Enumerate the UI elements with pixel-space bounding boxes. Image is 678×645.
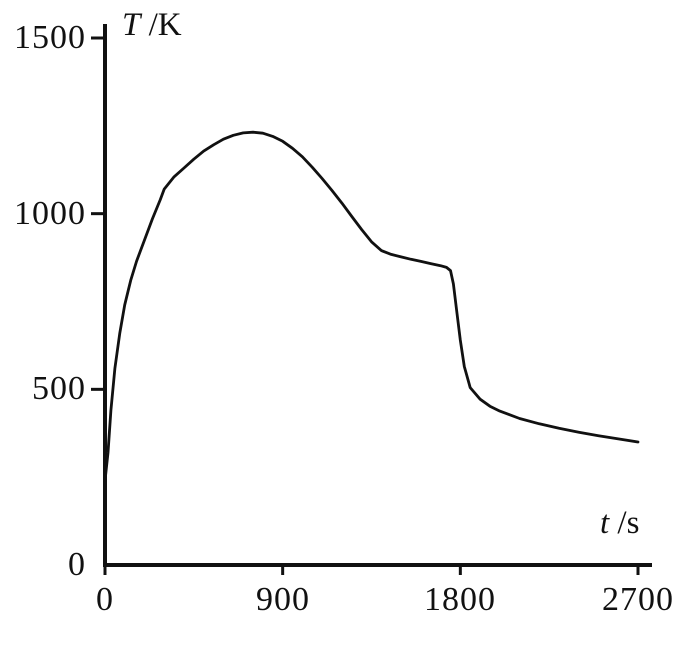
y-tick-label-1000: 1000: [14, 195, 86, 232]
y-tick-label-1500: 1500: [14, 19, 86, 56]
y-axis-unit: /K: [140, 7, 182, 43]
y-tick-label-500: 500: [32, 370, 86, 407]
y-tick-label-0: 0: [68, 546, 86, 583]
x-tick-label-900: 900: [256, 581, 310, 618]
x-tick-label-1800: 1800: [424, 581, 496, 618]
x-tick-label-0: 0: [96, 581, 114, 618]
tick-marks: [91, 36, 640, 575]
x-axis-unit: /s: [609, 505, 640, 541]
x-axis-label: t /s: [600, 506, 639, 540]
y-axis-label: T /K: [122, 8, 182, 42]
y-axis-variable: T: [122, 7, 141, 43]
temperature-curve: [103, 130, 640, 483]
x-axis-variable: t: [600, 505, 610, 541]
x-tick-label-2700: 2700: [602, 581, 674, 618]
